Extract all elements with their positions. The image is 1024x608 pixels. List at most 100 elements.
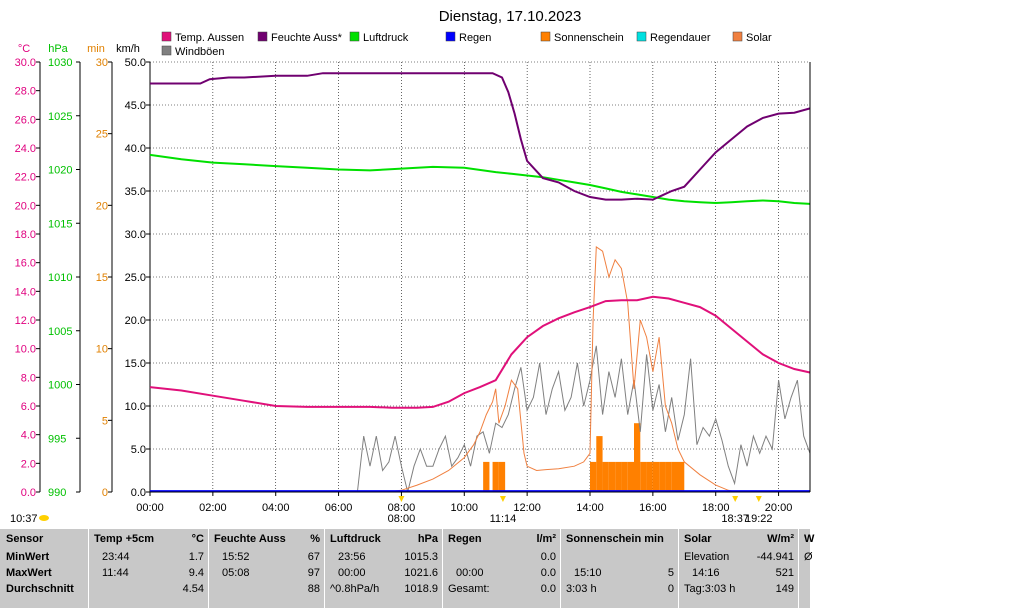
stats-cell-label: 05:08	[222, 567, 250, 579]
stats-row: 0.0	[448, 551, 556, 565]
legend-swatch-feuchte-auss	[257, 31, 268, 42]
stats-row: Durchschnitt	[6, 583, 84, 597]
axis-tick-label-0-4: 8.0	[21, 372, 36, 384]
stats-row: Gesamt: 0.0	[448, 583, 556, 597]
stats-cell-label: 23:44	[102, 551, 130, 563]
legend-label-sonnenschein: Sonnenschein	[554, 32, 624, 44]
x-tick-label-0: 00:00	[136, 502, 164, 514]
legend-swatch-sonnenschein	[540, 31, 551, 42]
sonnenschein-bar	[627, 461, 634, 492]
legend-label-luftdruck: Luftdruck	[363, 32, 409, 44]
stats-row: 3:03 h 0	[566, 583, 674, 597]
stats-row: 4.54	[94, 583, 204, 597]
x-tick-label-9: 18:00	[702, 502, 730, 514]
stats-cell-value: 0.0	[540, 583, 556, 595]
axis-tick-label-0-3: 6.0	[21, 401, 36, 413]
x-tick-label-5: 10:00	[451, 502, 479, 514]
sonnenschein-bar	[678, 461, 685, 492]
legend-label-temp-aussen: Temp. Aussen	[175, 32, 244, 44]
stats-cell-label: 15:52	[222, 551, 250, 563]
legend-label-windb-en: Windböen	[175, 46, 225, 58]
legend-swatch-regen	[445, 31, 456, 42]
sonnenschein-bar	[602, 461, 609, 492]
axis-tick-label-2-0: 0	[102, 487, 108, 499]
series-line-windb-en	[356, 345, 811, 493]
axis-tick-label-3-10: 50.0	[125, 57, 146, 69]
sonnenschein-bar	[659, 461, 666, 492]
axis-tick-label-0-14: 28.0	[15, 86, 36, 98]
stats-header: Sonnenschein min	[566, 533, 674, 547]
stats-cell-label: MaxWert	[6, 567, 52, 579]
stats-cell-value: 97	[307, 567, 320, 579]
axis-tick-label-1-7: 1025	[48, 111, 72, 123]
axis-tick-label-0-6: 12.0	[15, 315, 36, 327]
stats-row	[804, 567, 806, 581]
sonnenschein-bar	[671, 461, 678, 492]
stats-header-title: Luftdruck	[330, 533, 381, 545]
stats-cell-value: 0.0	[540, 551, 556, 563]
axis-unit-0: °C	[18, 43, 30, 55]
axis-tick-label-0-5: 10.0	[15, 344, 36, 356]
stats-cell-value: 0	[667, 583, 674, 595]
annotation-label-0: 08:00	[388, 513, 416, 525]
stats-row: 15:10 5	[566, 567, 674, 581]
axis-tick-label-3-2: 10.0	[125, 401, 146, 413]
stats-cell-label: 00:00	[338, 567, 366, 579]
x-tick-label-3: 06:00	[325, 502, 353, 514]
stats-header-title: Feuchte Auss	[214, 533, 286, 545]
axis-tick-label-0-9: 18.0	[15, 229, 36, 241]
stats-row	[804, 583, 806, 597]
series-line-temp-aussen	[149, 295, 811, 409]
stats-cell-value: 5	[667, 567, 674, 579]
stats-cell-label: 00:00	[456, 567, 484, 579]
stats-cell-value: 149	[775, 583, 794, 595]
axis-unit-1: hPa	[48, 43, 68, 55]
sonnenschein-bar	[640, 461, 647, 492]
x-tick-label-6: 12:00	[513, 502, 541, 514]
stats-header: Solar W/m²	[684, 533, 794, 547]
legend-swatch-windb-en	[161, 45, 172, 56]
stats-row: Ø	[804, 551, 813, 565]
stats-row: 88	[214, 583, 320, 597]
axis-tick-label-2-6: 30	[96, 57, 108, 69]
stats-cell-value: 88	[307, 583, 320, 595]
sonnenschein-bar	[634, 423, 641, 492]
stats-row: 11:44 9.4	[94, 567, 204, 581]
stats-cell-label: MinWert	[6, 551, 50, 563]
left-note: 10:37	[10, 513, 38, 525]
axis-tick-label-1-2: 1000	[48, 380, 72, 392]
axis-tick-label-3-0: 0.0	[131, 487, 146, 499]
stats-header-unit: hPa	[417, 533, 438, 545]
legend-label-feuchte-auss: Feuchte Auss*	[271, 32, 343, 44]
stats-column-1: Temp +5cm °C 23:44 1.7 11:44 9.4 4.54	[88, 529, 208, 608]
stats-header: Luftdruck hPa	[330, 533, 438, 547]
stats-cell-value: 4.54	[182, 583, 204, 595]
stats-header-unit: %	[310, 533, 320, 545]
series-line-luftdruck	[149, 153, 811, 205]
stats-cell-label: Ø	[804, 551, 813, 563]
x-tick-label-7: 14:00	[576, 502, 604, 514]
annotation-marker-2	[732, 496, 739, 502]
stats-row: 00:00 1021.6	[330, 567, 438, 581]
stats-cell-value: -44.941	[756, 551, 794, 563]
stats-header-title: W	[804, 533, 815, 545]
annotation-label-2: 18:37	[721, 513, 749, 525]
stats-cell-label: ^0.8hPa/h	[330, 583, 380, 595]
axis-tick-label-2-3: 15	[96, 272, 108, 284]
stats-cell-label: Elevation	[684, 551, 730, 563]
stats-cell-value: 1021.6	[404, 567, 438, 579]
sonnenschein-bar	[615, 461, 622, 492]
axis-tick-label-0-7: 14.0	[15, 286, 36, 298]
stats-separator	[324, 529, 325, 608]
series-line-feuchte-auss	[150, 72, 811, 201]
stats-header-unit: l/m²	[536, 533, 556, 545]
stats-cell-label: Gesamt:	[448, 583, 490, 595]
chart-title: Dienstag, 17.10.2023	[439, 8, 582, 25]
legend-swatch-regendauer	[636, 31, 647, 42]
legend-swatch-solar	[732, 31, 743, 42]
sonnenschein-bar	[596, 436, 603, 492]
stats-header-title: Sensor	[6, 533, 44, 545]
axis-unit-3: km/h	[116, 43, 140, 55]
stats-header-title: Temp +5cm	[94, 533, 155, 545]
statistics-table: Sensor MinWert MaxWert Durchschnitt Temp +5c…	[0, 529, 814, 608]
